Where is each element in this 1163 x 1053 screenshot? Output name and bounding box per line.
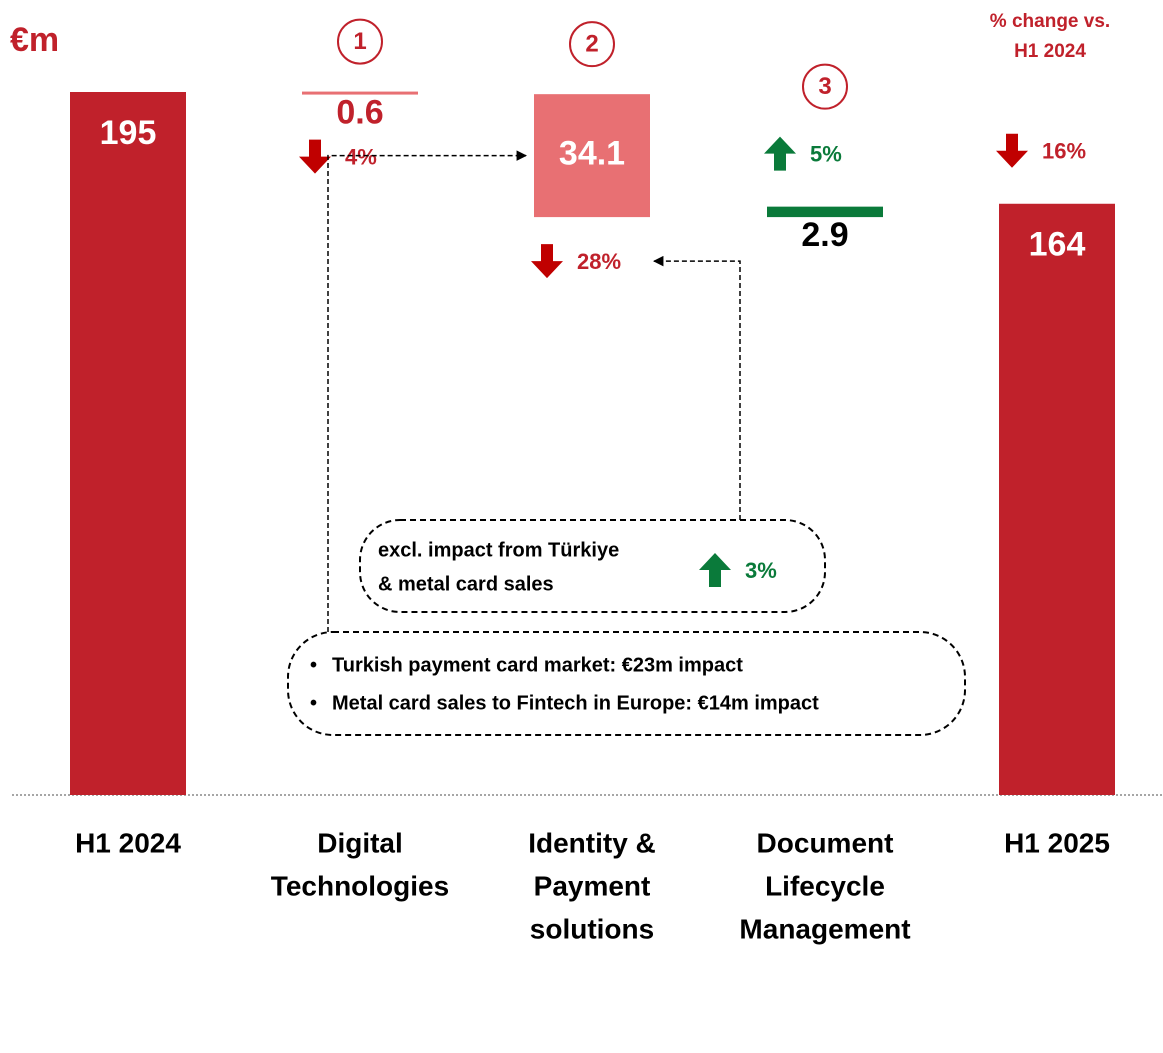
step-marker-label: 2 xyxy=(585,31,598,58)
change-header-line: % change vs. xyxy=(990,11,1110,32)
change-header: % change vs. H1 2024 xyxy=(990,11,1110,62)
note-line: excl. impact from Türkiye xyxy=(378,539,619,561)
change-label: 5% xyxy=(810,141,842,166)
value-label: 2.9 xyxy=(801,216,848,254)
x-tick-label: H1 2025 xyxy=(1004,827,1110,858)
step-marker xyxy=(802,63,848,110)
value-label: 0.6 xyxy=(336,94,383,132)
x-tick-label: H1 2024 xyxy=(75,827,181,858)
step-marker-label: 3 xyxy=(818,73,831,100)
connector xyxy=(327,150,528,632)
up-arrow xyxy=(699,553,731,587)
bullet-text: Turkish payment card market: €23m impact xyxy=(332,654,743,676)
down-arrow xyxy=(531,244,563,279)
down-arrow xyxy=(996,133,1028,168)
x-tick-label: solutions xyxy=(530,913,654,944)
down-arrow xyxy=(299,139,331,174)
x-tick-label: Document xyxy=(757,827,894,858)
bar xyxy=(302,91,418,95)
connector xyxy=(652,255,741,520)
note-box xyxy=(359,519,826,613)
bullet-box xyxy=(287,631,966,736)
bullet-dot: • xyxy=(310,692,317,714)
change-label: 28% xyxy=(577,249,621,274)
note-change-label: 3% xyxy=(745,558,777,583)
step-marker-label: 1 xyxy=(353,28,366,55)
change-label: 16% xyxy=(1042,139,1086,164)
bar xyxy=(999,203,1115,795)
x-tick-label: Payment xyxy=(534,870,651,901)
bullet-dot: • xyxy=(310,654,317,676)
x-tick-label: Lifecycle xyxy=(765,870,885,901)
x-tick-label: Digital xyxy=(317,827,403,858)
change-header-line: H1 2024 xyxy=(1014,41,1086,62)
bar xyxy=(70,92,186,795)
change-label: 4% xyxy=(345,144,377,169)
x-tick-label: Technologies xyxy=(271,870,449,901)
step-marker xyxy=(337,18,383,65)
step-marker xyxy=(569,21,615,68)
bar xyxy=(767,206,883,218)
x-tick-label: Management xyxy=(739,913,910,944)
bar xyxy=(534,94,650,218)
note-line: & metal card sales xyxy=(378,573,554,595)
value-label: 195 xyxy=(100,114,157,152)
x-tick-label: Identity & xyxy=(528,827,656,858)
up-arrow xyxy=(764,136,796,171)
unit-label: €m xyxy=(10,21,59,59)
value-label: 164 xyxy=(1029,226,1086,264)
value-label: 34.1 xyxy=(559,135,625,173)
bullet-text: Metal card sales to Fintech in Europe: €… xyxy=(332,692,819,714)
